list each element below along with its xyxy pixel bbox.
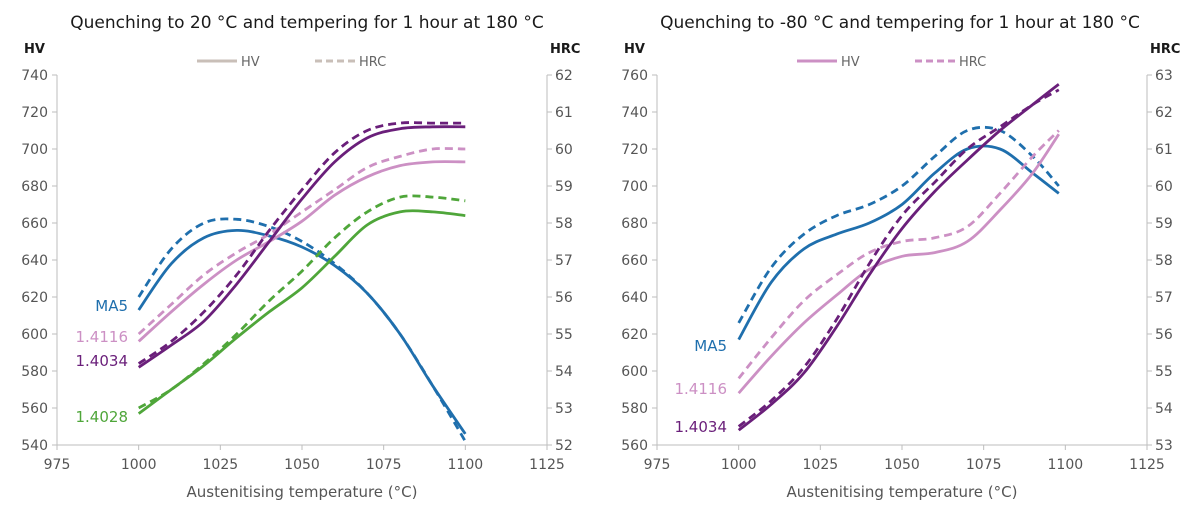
x-tick-label: 1125 (1129, 457, 1165, 473)
series-14034-hv-line (737, 83, 1060, 432)
series-label-14116: 1.4116 (675, 380, 728, 398)
chart-title: Quenching to 20 °C and tempering for 1 h… (70, 13, 544, 33)
legend-label-hv: HV (841, 55, 860, 70)
y2-axis-title: HRC (1150, 42, 1180, 57)
legend-label-hrc: HRC (959, 55, 986, 70)
series-14116-hv-line (137, 160, 466, 343)
x-tick-label: 1000 (121, 457, 157, 473)
x-tick-label: 1075 (966, 457, 1002, 473)
y2-tick-label: 63 (1155, 68, 1173, 84)
series-ma5-hv-line (737, 144, 1060, 341)
y2-tick-label: 53 (555, 401, 573, 417)
x-tick-label: 1125 (529, 457, 565, 473)
y-tick-label: 760 (621, 68, 648, 84)
y-tick-label: 540 (21, 438, 48, 454)
y-tick-label: 740 (21, 68, 48, 84)
y2-tick-label: 60 (1155, 179, 1173, 195)
y-tick-label: 580 (621, 401, 648, 417)
y2-tick-label: 54 (555, 364, 573, 380)
series-label-14034: 1.4034 (76, 352, 129, 370)
y-tick-label: 680 (21, 179, 48, 195)
y-tick-label: 660 (621, 253, 648, 269)
y2-tick-label: 55 (555, 327, 573, 343)
x-tick-label: 1025 (803, 457, 839, 473)
x-tick-label: 1075 (366, 457, 402, 473)
x-axis-title: Austenitising temperature (°C) (187, 483, 418, 501)
series-ma5-hrc-line (137, 217, 467, 443)
y2-tick-label: 61 (1155, 142, 1173, 158)
series-14116-hrc-line (137, 147, 466, 336)
chart-title: Quenching to -80 °C and tempering for 1 … (660, 13, 1140, 33)
series-label-14116: 1.4116 (76, 328, 129, 346)
y2-tick-label: 54 (1155, 401, 1173, 417)
y-axis-title: HV (624, 42, 645, 57)
series-label-ma5: MA5 (95, 297, 128, 315)
y2-tick-label: 61 (555, 105, 573, 121)
x-tick-label: 1100 (1048, 457, 1084, 473)
y2-tick-label: 62 (1155, 105, 1173, 121)
legend-label-hv: HV (241, 55, 260, 70)
y-tick-label: 740 (621, 105, 648, 121)
series-label-14028: 1.4028 (76, 408, 129, 426)
y2-tick-label: 59 (1155, 216, 1173, 232)
y2-tick-label: 55 (1155, 364, 1173, 380)
series-label-14034: 1.4034 (675, 418, 728, 436)
y2-axis-title: HRC (550, 42, 580, 57)
y-tick-label: 720 (621, 142, 648, 158)
series-label-ma5: MA5 (694, 337, 727, 355)
series-ma5-hv-line (137, 228, 467, 435)
y-tick-label: 640 (21, 253, 48, 269)
y2-tick-label: 57 (1155, 290, 1173, 306)
y2-tick-label: 59 (555, 179, 573, 195)
y-tick-label: 560 (621, 438, 648, 454)
y-tick-label: 680 (621, 216, 648, 232)
series-ma5-hrc-line (737, 125, 1060, 324)
x-tick-label: 1100 (448, 457, 484, 473)
series-14034-hv-line (137, 125, 466, 369)
y2-tick-label: 58 (555, 216, 573, 232)
x-tick-label: 975 (644, 457, 671, 473)
y-tick-label: 580 (21, 364, 48, 380)
x-axis-title: Austenitising temperature (°C) (787, 483, 1018, 501)
y2-tick-label: 57 (555, 253, 573, 269)
x-tick-label: 1050 (284, 457, 320, 473)
legend-label-hrc: HRC (359, 55, 386, 70)
y-tick-label: 600 (21, 327, 48, 343)
y2-tick-label: 56 (1155, 327, 1173, 343)
y2-tick-label: 56 (555, 290, 573, 306)
y-tick-label: 700 (621, 179, 648, 195)
y2-tick-label: 53 (1155, 438, 1173, 454)
y-tick-label: 600 (621, 364, 648, 380)
y-tick-label: 640 (621, 290, 648, 306)
y2-tick-label: 58 (1155, 253, 1173, 269)
x-tick-label: 1025 (203, 457, 239, 473)
x-tick-label: 1050 (884, 457, 920, 473)
y-tick-label: 620 (621, 327, 648, 343)
series-14116-hv-line (737, 133, 1060, 395)
y2-tick-label: 60 (555, 142, 573, 158)
series-14028-hv-line (137, 209, 466, 415)
x-tick-label: 975 (44, 457, 71, 473)
y-tick-label: 620 (21, 290, 48, 306)
x-tick-label: 1000 (721, 457, 757, 473)
y-tick-label: 560 (21, 401, 48, 417)
y-axis-title: HV (24, 42, 45, 57)
y-tick-label: 660 (21, 216, 48, 232)
series-14034-hrc-line (137, 121, 466, 365)
y2-tick-label: 52 (555, 438, 573, 454)
y2-tick-label: 62 (555, 68, 573, 84)
y-tick-label: 700 (21, 142, 48, 158)
y-tick-label: 720 (21, 105, 48, 121)
